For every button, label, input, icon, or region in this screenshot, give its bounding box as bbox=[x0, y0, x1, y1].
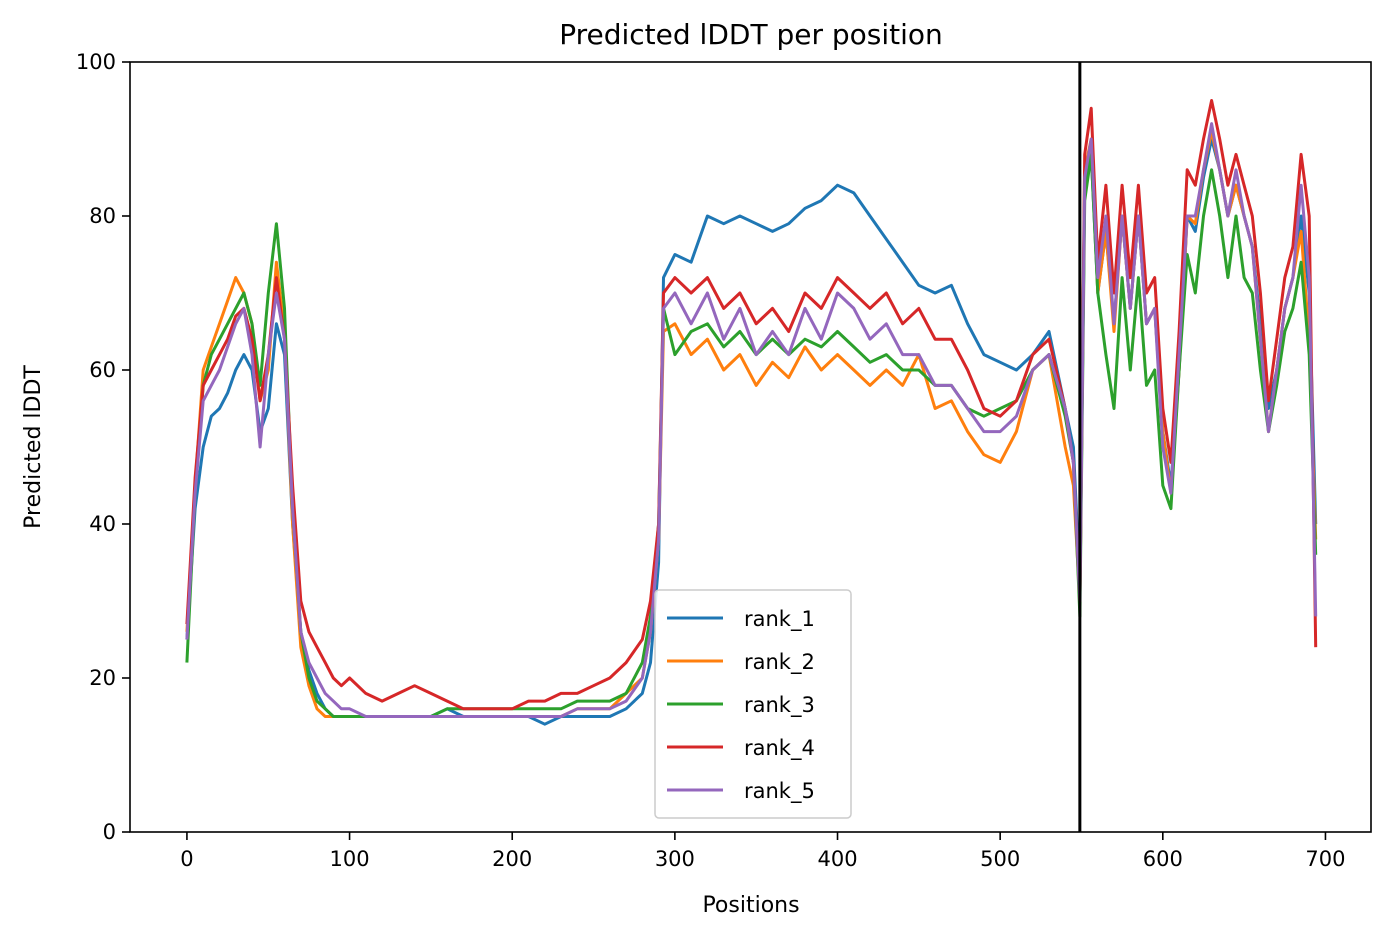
y-axis-label: Predicted lDDT bbox=[21, 365, 46, 529]
x-tick-label: 300 bbox=[655, 847, 695, 871]
chart-title: Predicted lDDT per position bbox=[559, 18, 943, 51]
y-tick-label: 0 bbox=[103, 820, 116, 844]
x-tick-label: 200 bbox=[492, 847, 532, 871]
series-line-rank_4 bbox=[185, 99, 1318, 711]
legend-box bbox=[654, 589, 852, 819]
x-tick-label: 400 bbox=[817, 847, 857, 871]
x-tick-label: 700 bbox=[1305, 847, 1345, 871]
legend-label-rank_3: rank_3 bbox=[744, 693, 815, 718]
x-axis-label: Positions bbox=[702, 893, 799, 918]
x-tick-label: 0 bbox=[180, 847, 193, 871]
plot-area bbox=[185, 99, 1318, 726]
x-tick-label: 500 bbox=[980, 847, 1020, 871]
legend-label-rank_5: rank_5 bbox=[744, 779, 815, 804]
y-tick-label: 80 bbox=[89, 204, 116, 228]
y-tick-label: 40 bbox=[89, 512, 116, 536]
x-tick-label: 600 bbox=[1143, 847, 1183, 871]
y-tick-label: 100 bbox=[76, 50, 116, 74]
y-tick-label: 60 bbox=[89, 358, 116, 382]
legend-label-rank_2: rank_2 bbox=[744, 650, 815, 675]
x-tick-label: 100 bbox=[330, 847, 370, 871]
legend: rank_1 rank_2 rank_3 rank_4 rank_5 bbox=[654, 589, 852, 819]
plot-frame bbox=[129, 61, 1372, 833]
y-axis: 0 20 40 60 80 100 bbox=[76, 50, 130, 844]
y-tick-label: 20 bbox=[89, 666, 116, 690]
legend-label-rank_1: rank_1 bbox=[744, 607, 815, 632]
legend-label-rank_4: rank_4 bbox=[744, 736, 815, 761]
x-axis: 0 100 200 300 400 500 600 700 bbox=[180, 832, 1346, 871]
series-line-rank_5 bbox=[185, 122, 1318, 718]
